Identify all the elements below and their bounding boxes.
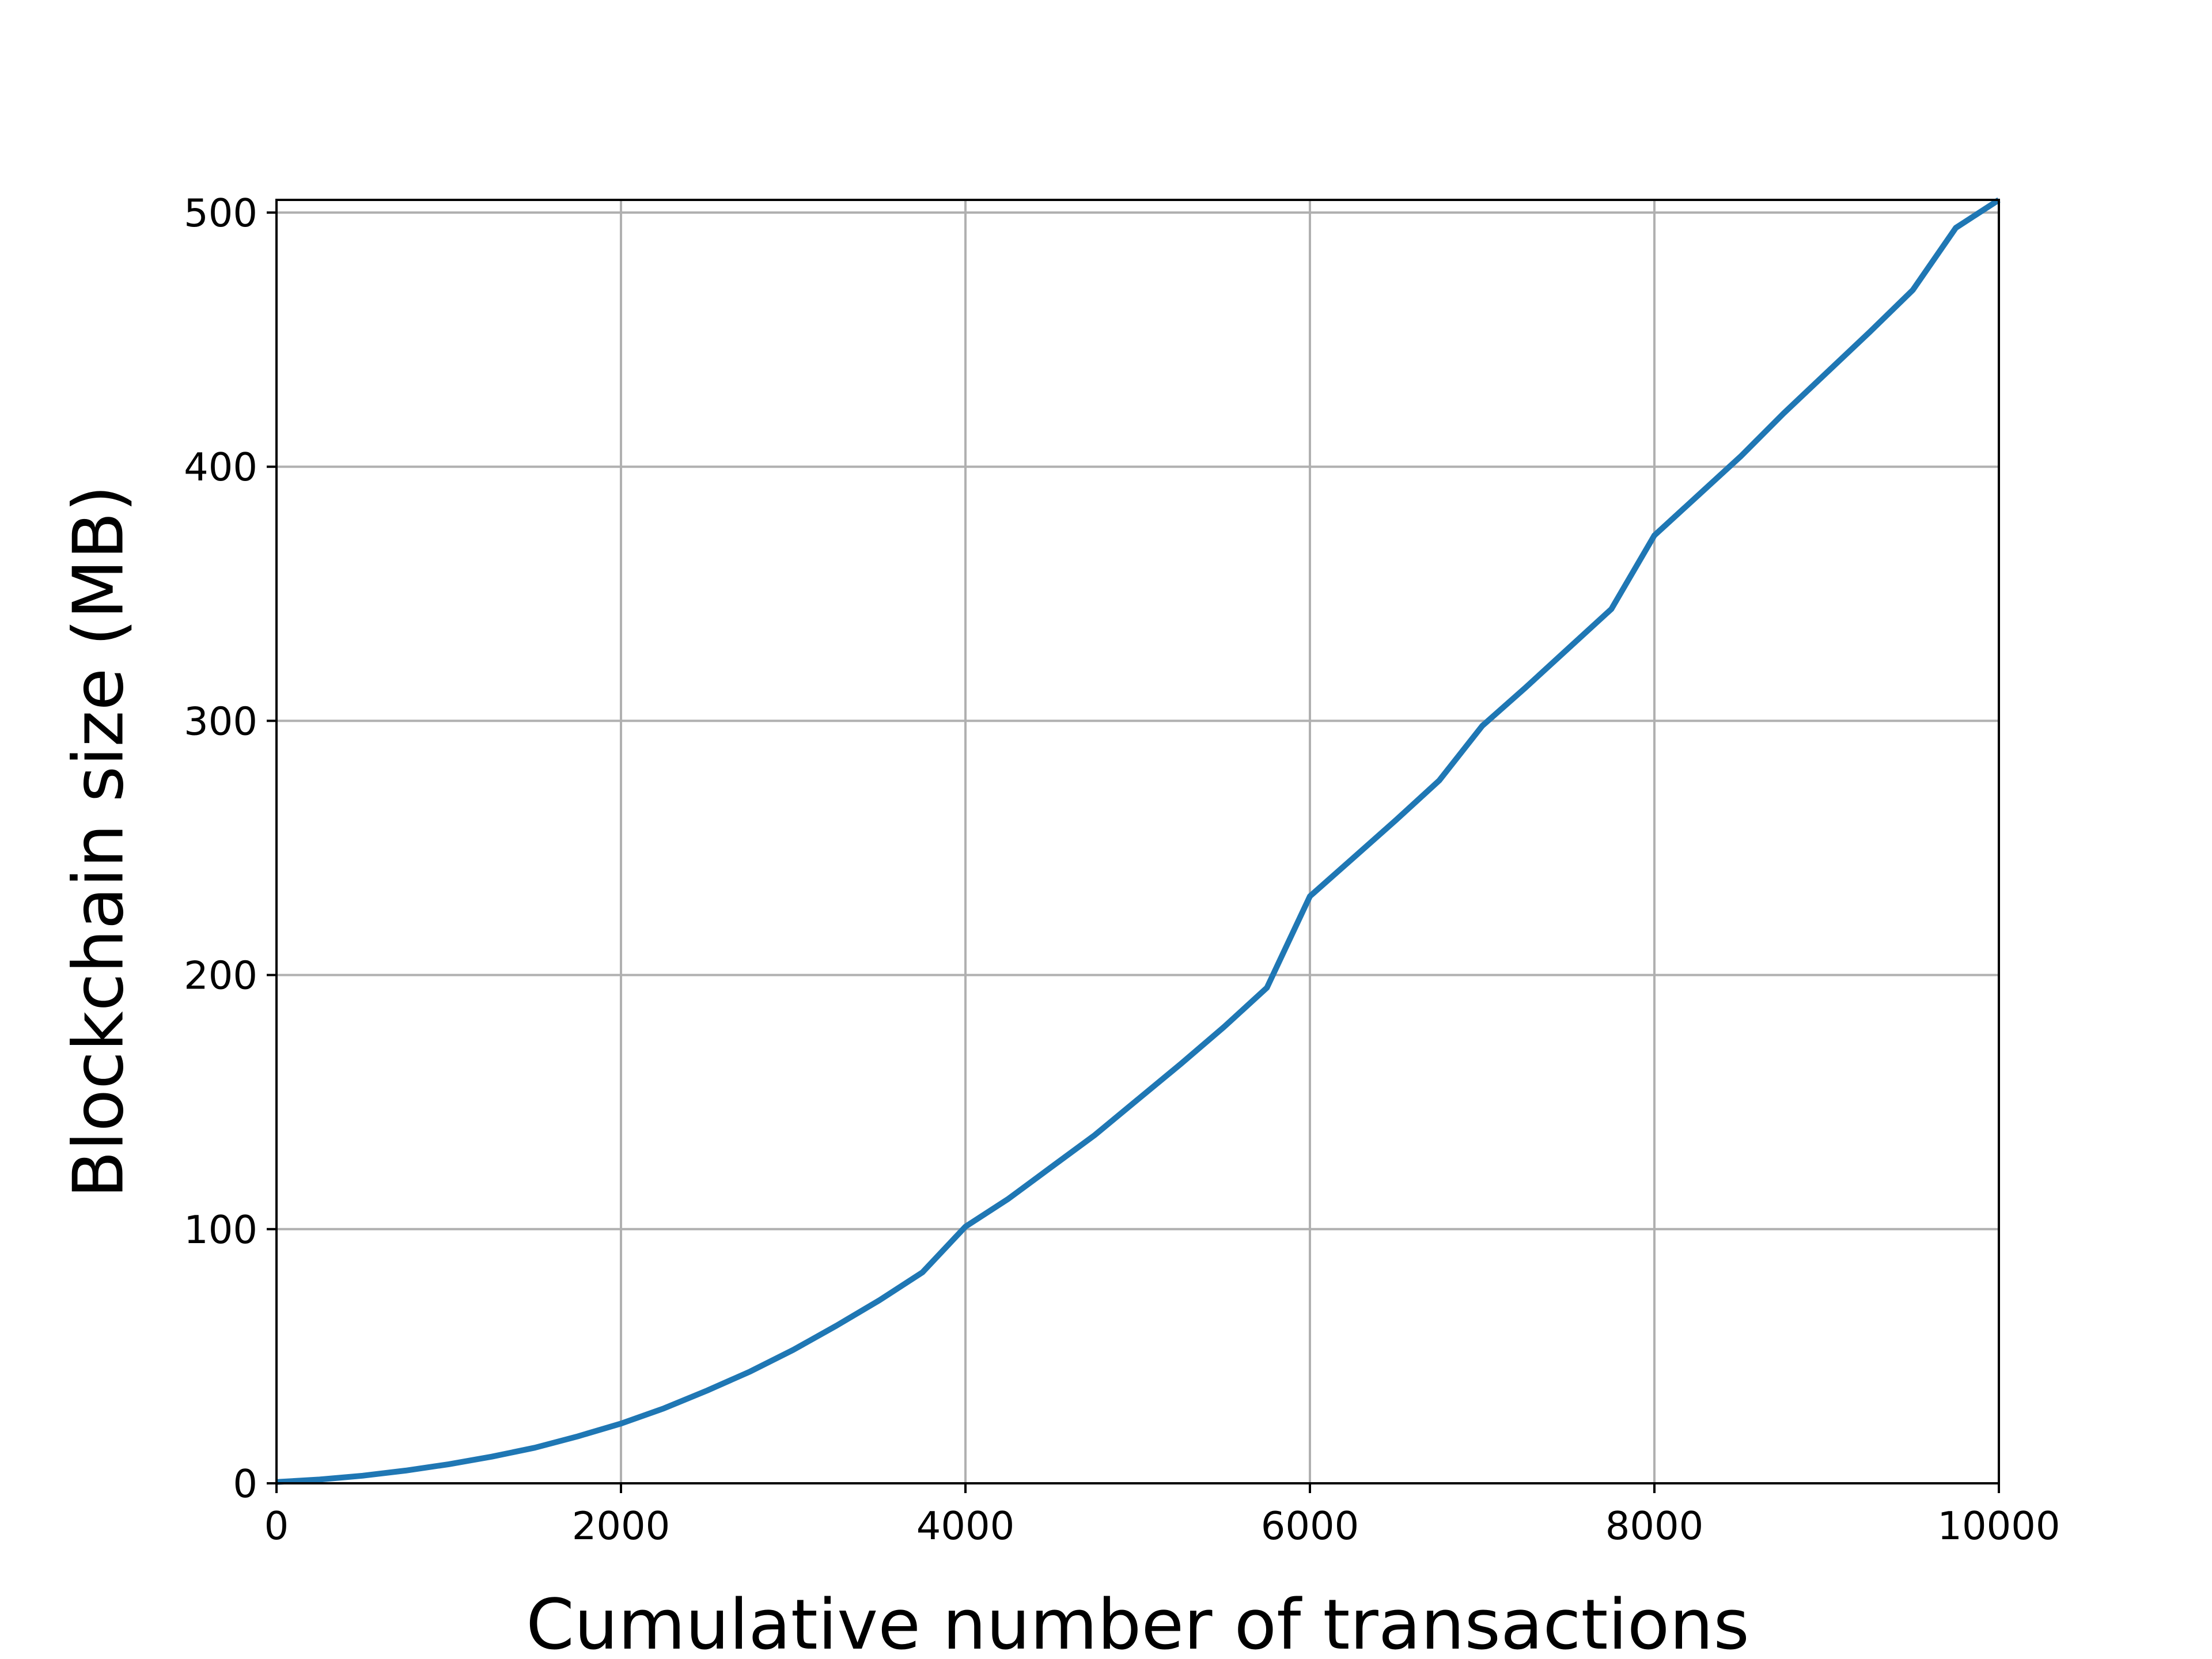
y-tick-label: 400 xyxy=(184,445,257,490)
x-tick-label: 2000 xyxy=(572,1503,671,1548)
y-tick-label: 500 xyxy=(184,191,257,236)
y-tick-label: 0 xyxy=(233,1461,257,1506)
x-tick-label: 10000 xyxy=(1937,1503,2060,1548)
x-tick-label: 6000 xyxy=(1261,1503,1359,1548)
y-axis-title: Blockchain size (MB) xyxy=(59,485,139,1198)
y-tick-label: 100 xyxy=(184,1207,257,1252)
y-tick-label: 200 xyxy=(184,953,257,998)
plot-frame xyxy=(275,199,2000,1484)
x-axis-title: Cumulative number of transactions xyxy=(526,1585,1749,1659)
x-tick-label: 0 xyxy=(264,1503,289,1548)
y-tick-label: 300 xyxy=(184,699,257,744)
axis-ticks: 0 2000 4000 6000 8000 10000 0 100 200 300 400 500 xyxy=(184,191,2060,1548)
x-tick-label: 8000 xyxy=(1605,1503,1704,1548)
x-tick-label: 4000 xyxy=(916,1503,1015,1548)
series-line xyxy=(276,197,2001,1485)
series-lines xyxy=(276,197,2001,1485)
